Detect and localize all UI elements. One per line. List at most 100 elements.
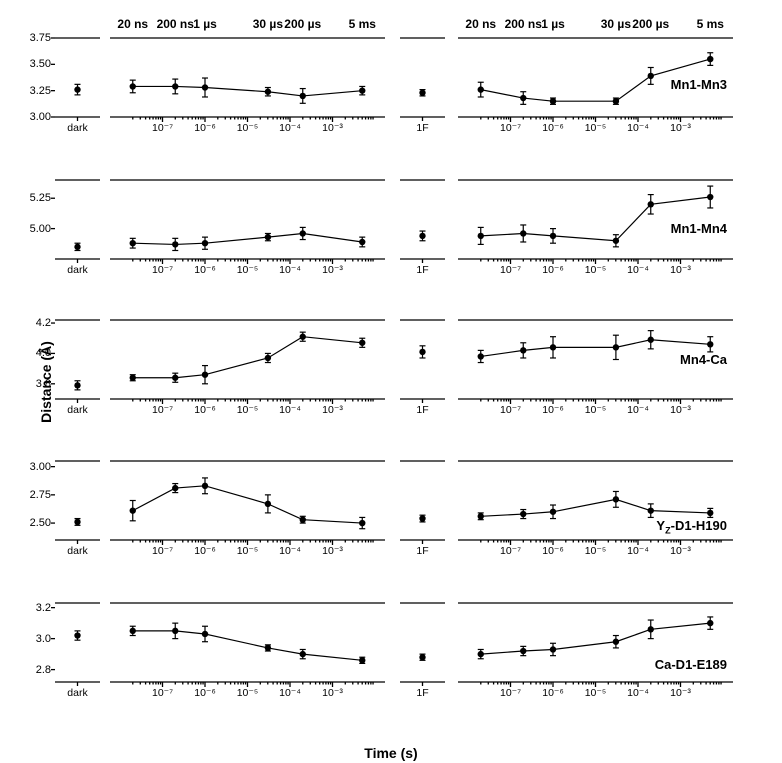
y-tick-label: 3.75 bbox=[30, 32, 55, 44]
top-time-label: 200 µs bbox=[632, 17, 669, 31]
top-time-label: 1 µs bbox=[193, 17, 217, 31]
y-tick-label: 2.50 bbox=[30, 517, 55, 529]
y-tick-label: 3.2 bbox=[36, 602, 55, 614]
x-tick-label: 10⁻⁶ bbox=[194, 545, 216, 557]
time-panel: 10⁻⁷10⁻⁶10⁻⁵10⁻⁴10⁻³Mn1-Mn4 bbox=[458, 162, 733, 277]
x-tick-label: 10⁻³ bbox=[322, 122, 343, 134]
x-tick-label: 10⁻⁶ bbox=[194, 687, 216, 699]
series-label: YZ-D1-H190 bbox=[656, 518, 727, 536]
x-tick-label: 10⁻⁴ bbox=[627, 122, 649, 134]
x-tick-label: 10⁻⁴ bbox=[627, 404, 649, 416]
x-tick-label: 10⁻⁶ bbox=[542, 264, 564, 276]
ref-panel-1F: 1F bbox=[400, 443, 445, 558]
x-tick-label: 10⁻⁵ bbox=[237, 545, 259, 557]
x-tick-label: 10⁻⁷ bbox=[500, 687, 521, 699]
row-Yz-D1-H190: dark2.502.753.0010⁻⁷10⁻⁶10⁻⁵10⁻⁴10⁻³1F10… bbox=[55, 443, 762, 558]
row-Ca-D1-E189: dark2.83.03.2 10⁻⁷ 10⁻⁶ 10⁻⁵ 10⁻⁴ 10⁻³ 1F 10⁻⁷ 1… bbox=[55, 585, 762, 700]
x-tick-label: 10⁻⁷ bbox=[152, 545, 173, 557]
x-tick-label: 10⁻⁷ bbox=[152, 264, 173, 276]
x-tick-label: 10⁻⁷ bbox=[152, 687, 173, 699]
ref-tick-label: 1F bbox=[416, 687, 428, 699]
y-tick-label: 4.0 bbox=[36, 347, 55, 359]
y-tick-label: 3.0 bbox=[36, 633, 55, 645]
ref-tick-label: 1F bbox=[416, 264, 428, 276]
time-panel: 10⁻⁷10⁻⁶10⁻⁵10⁻⁴10⁻³20 ns200 ns1 µs30 µs… bbox=[110, 20, 385, 135]
y-tick-label: 3.25 bbox=[30, 85, 55, 97]
x-tick-label: 10⁻⁴ bbox=[279, 545, 301, 557]
figure: Distance (Å) Time (s) dark3.003.253.503.… bbox=[0, 0, 782, 763]
y-tick-label: 3.00 bbox=[30, 111, 55, 123]
top-time-label: 30 µs bbox=[601, 17, 631, 31]
ref-panel-dark: dark3.003.253.503.75 bbox=[55, 20, 100, 135]
x-tick-label: 10⁻⁴ bbox=[279, 264, 301, 276]
x-tick-label: 10⁻⁷ bbox=[500, 122, 521, 134]
x-tick-label: 10⁻⁵ bbox=[585, 122, 607, 134]
x-tick-label: 10⁻⁶ bbox=[542, 122, 564, 134]
time-panel: 10⁻⁷10⁻⁶10⁻⁵10⁻⁴10⁻³Ca-D1-E189 bbox=[458, 585, 733, 700]
time-panel: 10⁻⁷10⁻⁶10⁻⁵10⁻⁴10⁻³ bbox=[110, 443, 385, 558]
series-label: Mn1-Mn3 bbox=[671, 77, 727, 92]
top-time-label: 20 ns bbox=[465, 17, 496, 31]
ref-tick-label: dark bbox=[67, 404, 87, 416]
x-tick-label: 10⁻³ bbox=[670, 404, 691, 416]
x-tick-label: 10⁻⁵ bbox=[237, 122, 259, 134]
x-tick-label: 10⁻⁴ bbox=[627, 545, 649, 557]
ref-panel-1F: 1F bbox=[400, 162, 445, 277]
series-label: Mn1-Mn4 bbox=[671, 221, 727, 236]
row-Mn1-Mn4: dark5.005.2510⁻⁷10⁻⁶10⁻⁵10⁻⁴10⁻³1F10⁻⁷10… bbox=[55, 162, 762, 277]
time-panel: 10⁻⁷10⁻⁶10⁻⁵10⁻⁴10⁻³ bbox=[110, 302, 385, 417]
ref-tick-label: 1F bbox=[416, 404, 428, 416]
ref-panel-dark: dark2.502.753.00 bbox=[55, 443, 100, 558]
x-tick-label: 10⁻⁴ bbox=[279, 687, 301, 699]
time-panel: 10⁻⁷10⁻⁶10⁻⁵10⁻⁴10⁻³Mn4-Ca bbox=[458, 302, 733, 417]
x-tick-label: 10⁻⁴ bbox=[279, 122, 301, 134]
x-tick-label: 10⁻⁵ bbox=[237, 687, 259, 699]
x-tick-label: 10⁻⁷ bbox=[152, 404, 173, 416]
x-tick-label: 10⁻⁶ bbox=[542, 545, 564, 557]
x-tick-label: 10⁻⁴ bbox=[627, 687, 649, 699]
x-tick-label: 10⁻³ bbox=[322, 404, 343, 416]
y-tick-label: 2.75 bbox=[30, 489, 55, 501]
x-tick-label: 10⁻⁷ bbox=[500, 545, 521, 557]
x-tick-label: 10⁻³ bbox=[670, 687, 691, 699]
top-time-label: 30 µs bbox=[253, 17, 283, 31]
x-tick-label: 10⁻⁶ bbox=[542, 404, 564, 416]
ref-tick-label: dark bbox=[67, 264, 87, 276]
x-tick-label: 10⁻³ bbox=[670, 122, 691, 134]
row-Mn1-Mn3: dark3.003.253.503.75 10⁻⁷ 10⁻⁶ 10⁻⁵ 10⁻⁴ 10⁻³… bbox=[55, 20, 762, 135]
y-tick-label: 3.50 bbox=[30, 58, 55, 70]
x-tick-label: 10⁻⁷ bbox=[152, 122, 173, 134]
x-tick-label: 10⁻⁵ bbox=[585, 404, 607, 416]
y-tick-label: 2.8 bbox=[36, 664, 55, 676]
x-tick-label: 10⁻⁶ bbox=[542, 687, 564, 699]
ref-panel-1F: 1F bbox=[400, 302, 445, 417]
y-tick-label: 5.25 bbox=[30, 192, 55, 204]
time-panel: 10⁻⁷10⁻⁶10⁻⁵10⁻⁴10⁻³YZ-D1-H190 bbox=[458, 443, 733, 558]
x-tick-label: 10⁻⁵ bbox=[585, 545, 607, 557]
x-tick-label: 10⁻⁵ bbox=[585, 264, 607, 276]
ref-tick-label: dark bbox=[67, 545, 87, 557]
row-Mn4-Ca: dark3.84.04.210⁻⁷10⁻⁶10⁻⁵10⁻⁴10⁻³1F10⁻⁷1… bbox=[55, 302, 762, 417]
y-tick-label: 3.00 bbox=[30, 461, 55, 473]
top-time-label: 20 ns bbox=[117, 17, 148, 31]
top-time-label: 1 µs bbox=[541, 17, 565, 31]
x-tick-label: 10⁻⁴ bbox=[627, 264, 649, 276]
ref-panel-1F: 1F bbox=[400, 585, 445, 700]
ref-panel-dark: dark3.84.04.2 bbox=[55, 302, 100, 417]
x-tick-label: 10⁻³ bbox=[322, 264, 343, 276]
y-tick-label: 5.00 bbox=[30, 223, 55, 235]
x-tick-label: 10⁻³ bbox=[322, 687, 343, 699]
x-axis-label: Time (s) bbox=[364, 745, 417, 761]
series-label: Mn4-Ca bbox=[680, 352, 727, 367]
top-time-label: 5 ms bbox=[697, 17, 724, 31]
ref-panel-dark: dark2.83.03.2 bbox=[55, 585, 100, 700]
time-panel: 10⁻⁷10⁻⁶10⁻⁵10⁻⁴10⁻³ bbox=[110, 162, 385, 277]
x-tick-label: 10⁻⁶ bbox=[194, 264, 216, 276]
x-tick-label: 10⁻⁵ bbox=[585, 687, 607, 699]
ref-tick-label: dark bbox=[67, 122, 87, 134]
top-time-label: 200 ns bbox=[157, 17, 194, 31]
ref-tick-label: 1F bbox=[416, 122, 428, 134]
x-tick-label: 10⁻⁶ bbox=[194, 404, 216, 416]
ref-tick-label: 1F bbox=[416, 545, 428, 557]
ref-panel-1F: 1F bbox=[400, 20, 445, 135]
